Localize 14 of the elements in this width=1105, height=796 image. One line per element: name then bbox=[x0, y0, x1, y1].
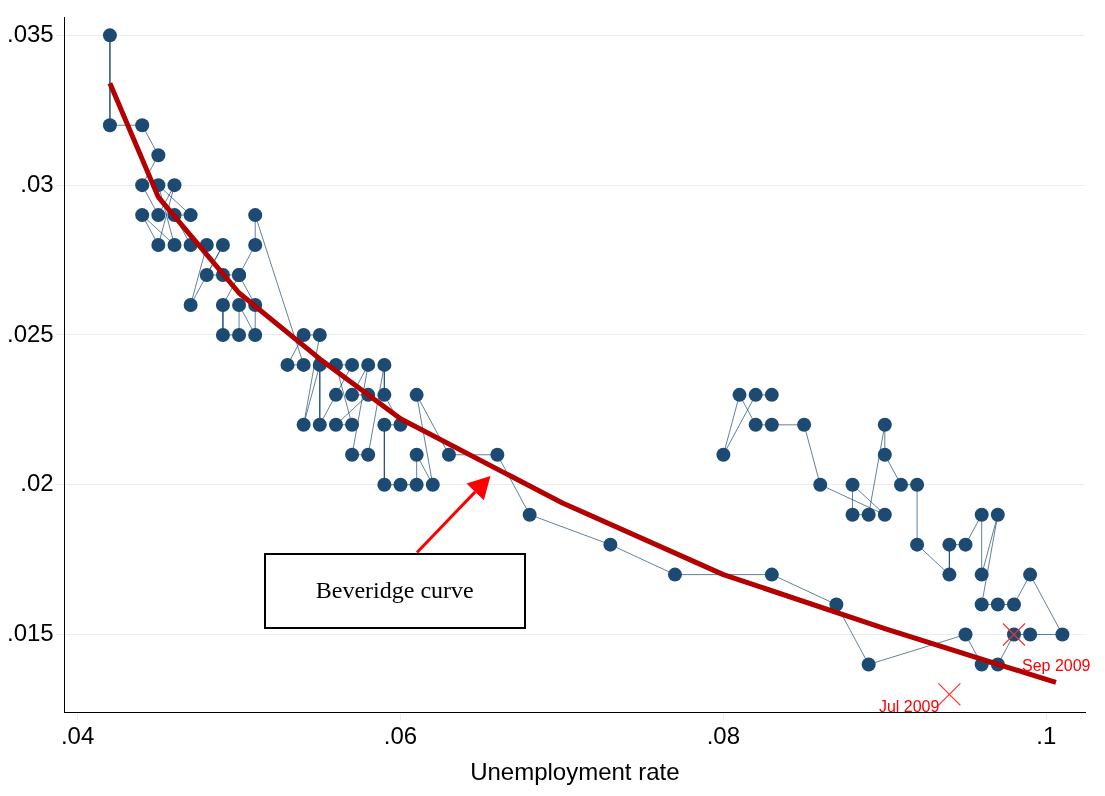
annotation: Beveridge curve bbox=[315, 577, 474, 605]
y-tick-label: .02 bbox=[20, 469, 54, 497]
y-tick-label: .03 bbox=[20, 169, 54, 197]
x-tick-label: .06 bbox=[383, 722, 418, 750]
y-tick-label: .035 bbox=[6, 20, 54, 47]
x-tick-label: .1 bbox=[1036, 722, 1057, 750]
annotation: Jul 2009 bbox=[878, 697, 940, 715]
x-tick-label: .08 bbox=[706, 722, 741, 750]
x-axis-title: Unemployment rate bbox=[470, 758, 680, 786]
y-tick-label: .015 bbox=[6, 619, 54, 647]
y-tick-label: .025 bbox=[6, 319, 54, 347]
x-tick-label: .04 bbox=[60, 722, 95, 750]
text-box: Beveridge curve bbox=[263, 552, 526, 629]
annotation: Sep 2009 bbox=[1021, 656, 1091, 674]
